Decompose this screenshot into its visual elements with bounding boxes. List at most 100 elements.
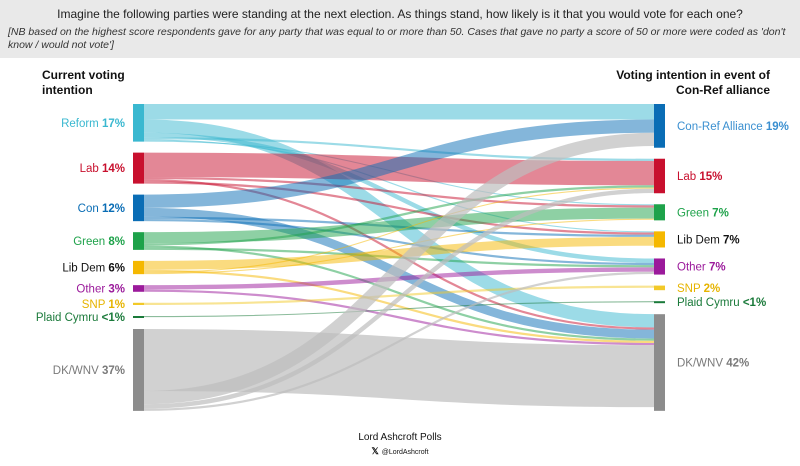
left-label-reform: Reform 17% — [61, 118, 125, 130]
right-label-other: Other 7% — [677, 262, 726, 274]
right-label-lib-dem: Lib Dem 7% — [677, 234, 740, 246]
flow-dk-wnv-to-dk-wnv — [143, 329, 655, 408]
left-label-dk-wnv: DK/WNV 37% — [53, 365, 125, 377]
flow-con-to-con-ref-alliance — [143, 119, 655, 208]
right-label-name-snp: SNP — [677, 283, 704, 295]
left-label-value-plaid-cymru: <1% — [102, 312, 125, 324]
flow-green-to-lab — [143, 185, 655, 246]
right-label-value-plaid-cymru: <1% — [743, 297, 766, 309]
right-label-green: Green 7% — [677, 207, 729, 219]
left-label-name-reform: Reform — [61, 118, 102, 130]
x-logo-icon: 𝕏 — [371, 446, 379, 456]
left-node-other — [133, 285, 144, 292]
right-label-name-plaid-cymru: Plaid Cymru — [677, 297, 743, 309]
right-node-lib-dem — [654, 231, 665, 248]
question-note: [NB based on the highest score responden… — [8, 26, 786, 51]
left-label-value-dk-wnv: 37% — [102, 365, 125, 377]
left-node-lib-dem — [133, 260, 144, 275]
left-label-value-snp: 1% — [108, 299, 125, 311]
left-label-name-dk-wnv: DK/WNV — [53, 365, 102, 377]
left-label-lib-dem: Lib Dem 6% — [62, 263, 125, 275]
source-handle: 𝕏 @LordAshcroft — [300, 446, 500, 457]
right-node-dk-wnv — [654, 314, 665, 411]
left-label-green: Green 8% — [73, 236, 125, 248]
question-header: Imagine the following parties were stand… — [0, 0, 800, 58]
flow-snp-to-snp — [143, 285, 655, 306]
flow-lib-dem-to-lib-dem — [143, 236, 655, 270]
right-label-value-dk-wnv: 42% — [726, 358, 749, 370]
right-node-plaid-cymru — [654, 301, 665, 304]
question-title: Imagine the following parties were stand… — [57, 7, 743, 21]
left-label-con: Con 12% — [78, 203, 125, 215]
flow-lib-dem-to-dk-wnv — [143, 269, 655, 343]
right-node-green — [654, 204, 665, 221]
left-label-name-plaid-cymru: Plaid Cymru — [36, 312, 102, 324]
right-label-name-other: Other — [677, 262, 709, 274]
right-node-snp — [654, 285, 665, 291]
left-label-plaid-cymru: Plaid Cymru <1% — [36, 312, 125, 324]
left-node-reform — [133, 104, 144, 142]
flow-green-to-dk-wnv — [143, 245, 655, 341]
right-label-name-lab: Lab — [677, 171, 699, 183]
flow-reform-to-other — [143, 132, 655, 263]
right-label-name-con-ref-alliance: Con-Ref Alliance — [677, 121, 766, 133]
right-label-value-lab: 15% — [699, 171, 722, 183]
right-label-name-lib-dem: Lib Dem — [677, 234, 723, 246]
left-column-title: Current voting intention — [42, 68, 125, 97]
left-label-value-other: 3% — [108, 283, 125, 295]
flow-other-to-other — [143, 267, 655, 290]
left-label-value-lib-dem: 6% — [108, 263, 125, 275]
right-label-value-lib-dem: 7% — [723, 234, 740, 246]
right-label-value-green: 7% — [712, 207, 729, 219]
right-label-value-other: 7% — [709, 262, 726, 274]
left-label-value-con: 12% — [102, 203, 125, 215]
source-name: Lord Ashcroft Polls — [358, 432, 442, 443]
left-label-value-reform: 17% — [102, 118, 125, 130]
right-label-con-ref-alliance: Con-Ref Alliance 19% — [677, 121, 789, 133]
left-label-value-green: 8% — [108, 236, 125, 248]
left-label-snp: SNP 1% — [82, 299, 125, 311]
flow-lib-dem-to-lab — [143, 187, 655, 274]
flow-plaid-cymru-to-plaid-cymru — [143, 301, 655, 318]
flow-dk-wnv-to-con-ref-alliance — [143, 132, 655, 405]
right-label-dk-wnv: DK/WNV 42% — [677, 358, 749, 370]
left-label-name-lib-dem: Lib Dem — [62, 263, 108, 275]
left-label-lab: Lab 14% — [80, 163, 125, 175]
right-label-lab: Lab 15% — [677, 171, 722, 183]
left-label-name-green: Green — [73, 236, 108, 248]
left-label-value-lab: 14% — [102, 163, 125, 175]
flow-green-to-green — [143, 207, 655, 244]
flow-dk-wnv-to-lab — [143, 188, 655, 409]
right-label-value-snp: 2% — [704, 283, 721, 295]
right-label-plaid-cymru: Plaid Cymru <1% — [677, 297, 766, 309]
right-label-value-con-ref-alliance: 19% — [766, 121, 789, 133]
left-label-name-snp: SNP — [82, 299, 109, 311]
left-node-plaid-cymru — [133, 316, 144, 319]
left-node-dk-wnv — [133, 329, 144, 411]
right-node-lab — [654, 158, 665, 194]
left-node-con — [133, 194, 144, 222]
flow-group — [143, 103, 655, 411]
left-label-name-lab: Lab — [80, 163, 102, 175]
node-group — [133, 104, 665, 411]
flow-lab-to-lib-dem — [143, 181, 655, 235]
right-label-snp: SNP 2% — [677, 283, 720, 295]
left-node-snp — [133, 302, 144, 306]
flow-other-to-dk-wnv — [143, 289, 655, 346]
right-column-title: Voting intention in event of Con-Ref all… — [616, 68, 770, 97]
right-label-name-dk-wnv: DK/WNV — [677, 358, 726, 370]
source-handle-text: @LordAshcroft — [381, 449, 429, 456]
flow-con-to-other — [143, 218, 655, 266]
right-node-con-ref-alliance — [654, 104, 665, 148]
flow-lib-dem-to-green — [143, 218, 655, 275]
right-label-name-green: Green — [677, 207, 712, 219]
right-node-other — [654, 258, 665, 275]
left-label-name-con: Con — [78, 203, 102, 215]
left-node-lab — [133, 152, 144, 184]
left-node-green — [133, 232, 144, 250]
label-group: Reform 17% Lab 14% Con 12% Green 8% Lib Dem … — [36, 118, 789, 377]
left-label-other: Other 3% — [76, 283, 125, 295]
left-label-name-other: Other — [76, 283, 108, 295]
flow-lab-to-green — [143, 176, 655, 208]
